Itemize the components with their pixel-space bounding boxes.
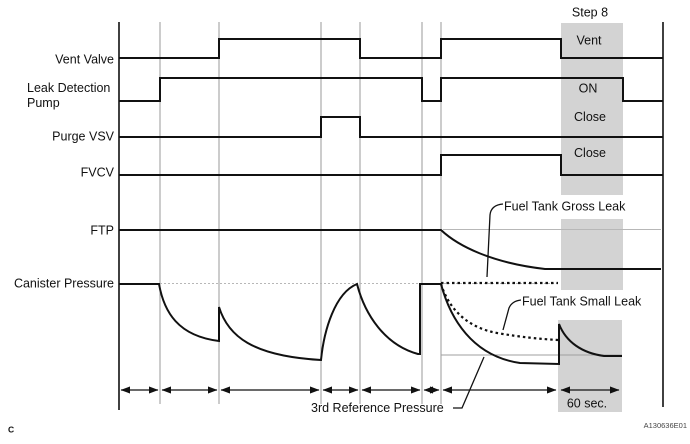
gross-leak-label-backdrop <box>488 195 640 219</box>
vent-valve-step8-state: Vent <box>576 34 602 48</box>
step8-column-shading <box>561 23 623 290</box>
leak-detection-pump-label-line1: Leak Detection <box>27 81 110 95</box>
gross-leak-annotation: Fuel Tank Gross Leak <box>504 200 626 214</box>
vent-valve-trace <box>119 38 663 59</box>
purge-vsv-label: Purge VSV <box>52 130 115 144</box>
purge-vsv-step8-state: Close <box>574 110 606 124</box>
figure-code: A130636E01 <box>644 421 687 430</box>
sixty-sec-annotation: 60 sec. <box>567 397 607 411</box>
leak-detection-pump-trace <box>119 77 663 102</box>
leak-detection-pump-label-line2: Pump <box>27 96 60 110</box>
reference-pressure-annotation: 3rd Reference Pressure <box>311 401 444 415</box>
purge-vsv-trace <box>119 116 663 138</box>
small-leak-leader-line <box>502 299 522 331</box>
fvcv-step8-state: Close <box>574 146 606 160</box>
canister-pressure-label: Canister Pressure <box>14 277 114 291</box>
ftp-trace <box>119 229 661 270</box>
sixty-sec-box-shading <box>558 320 622 412</box>
small-leak-dotted-trace <box>439 283 559 342</box>
leak-detection-pump-step8-state: ON <box>579 82 598 96</box>
fvcv-label: FVCV <box>81 166 115 180</box>
corner-mark: C <box>8 425 14 435</box>
fvcv-trace <box>119 154 663 176</box>
small-leak-annotation: Fuel Tank Small Leak <box>522 295 642 309</box>
gross-leak-leader-line <box>486 203 504 278</box>
reference-pressure-leader-line <box>453 356 485 409</box>
ftp-label: FTP <box>90 224 114 238</box>
canister-pressure-trace <box>119 282 622 366</box>
vent-valve-label: Vent Valve <box>55 53 114 67</box>
small-leak-label-backdrop <box>516 291 658 310</box>
step8-header-label: Step 8 <box>572 6 608 20</box>
